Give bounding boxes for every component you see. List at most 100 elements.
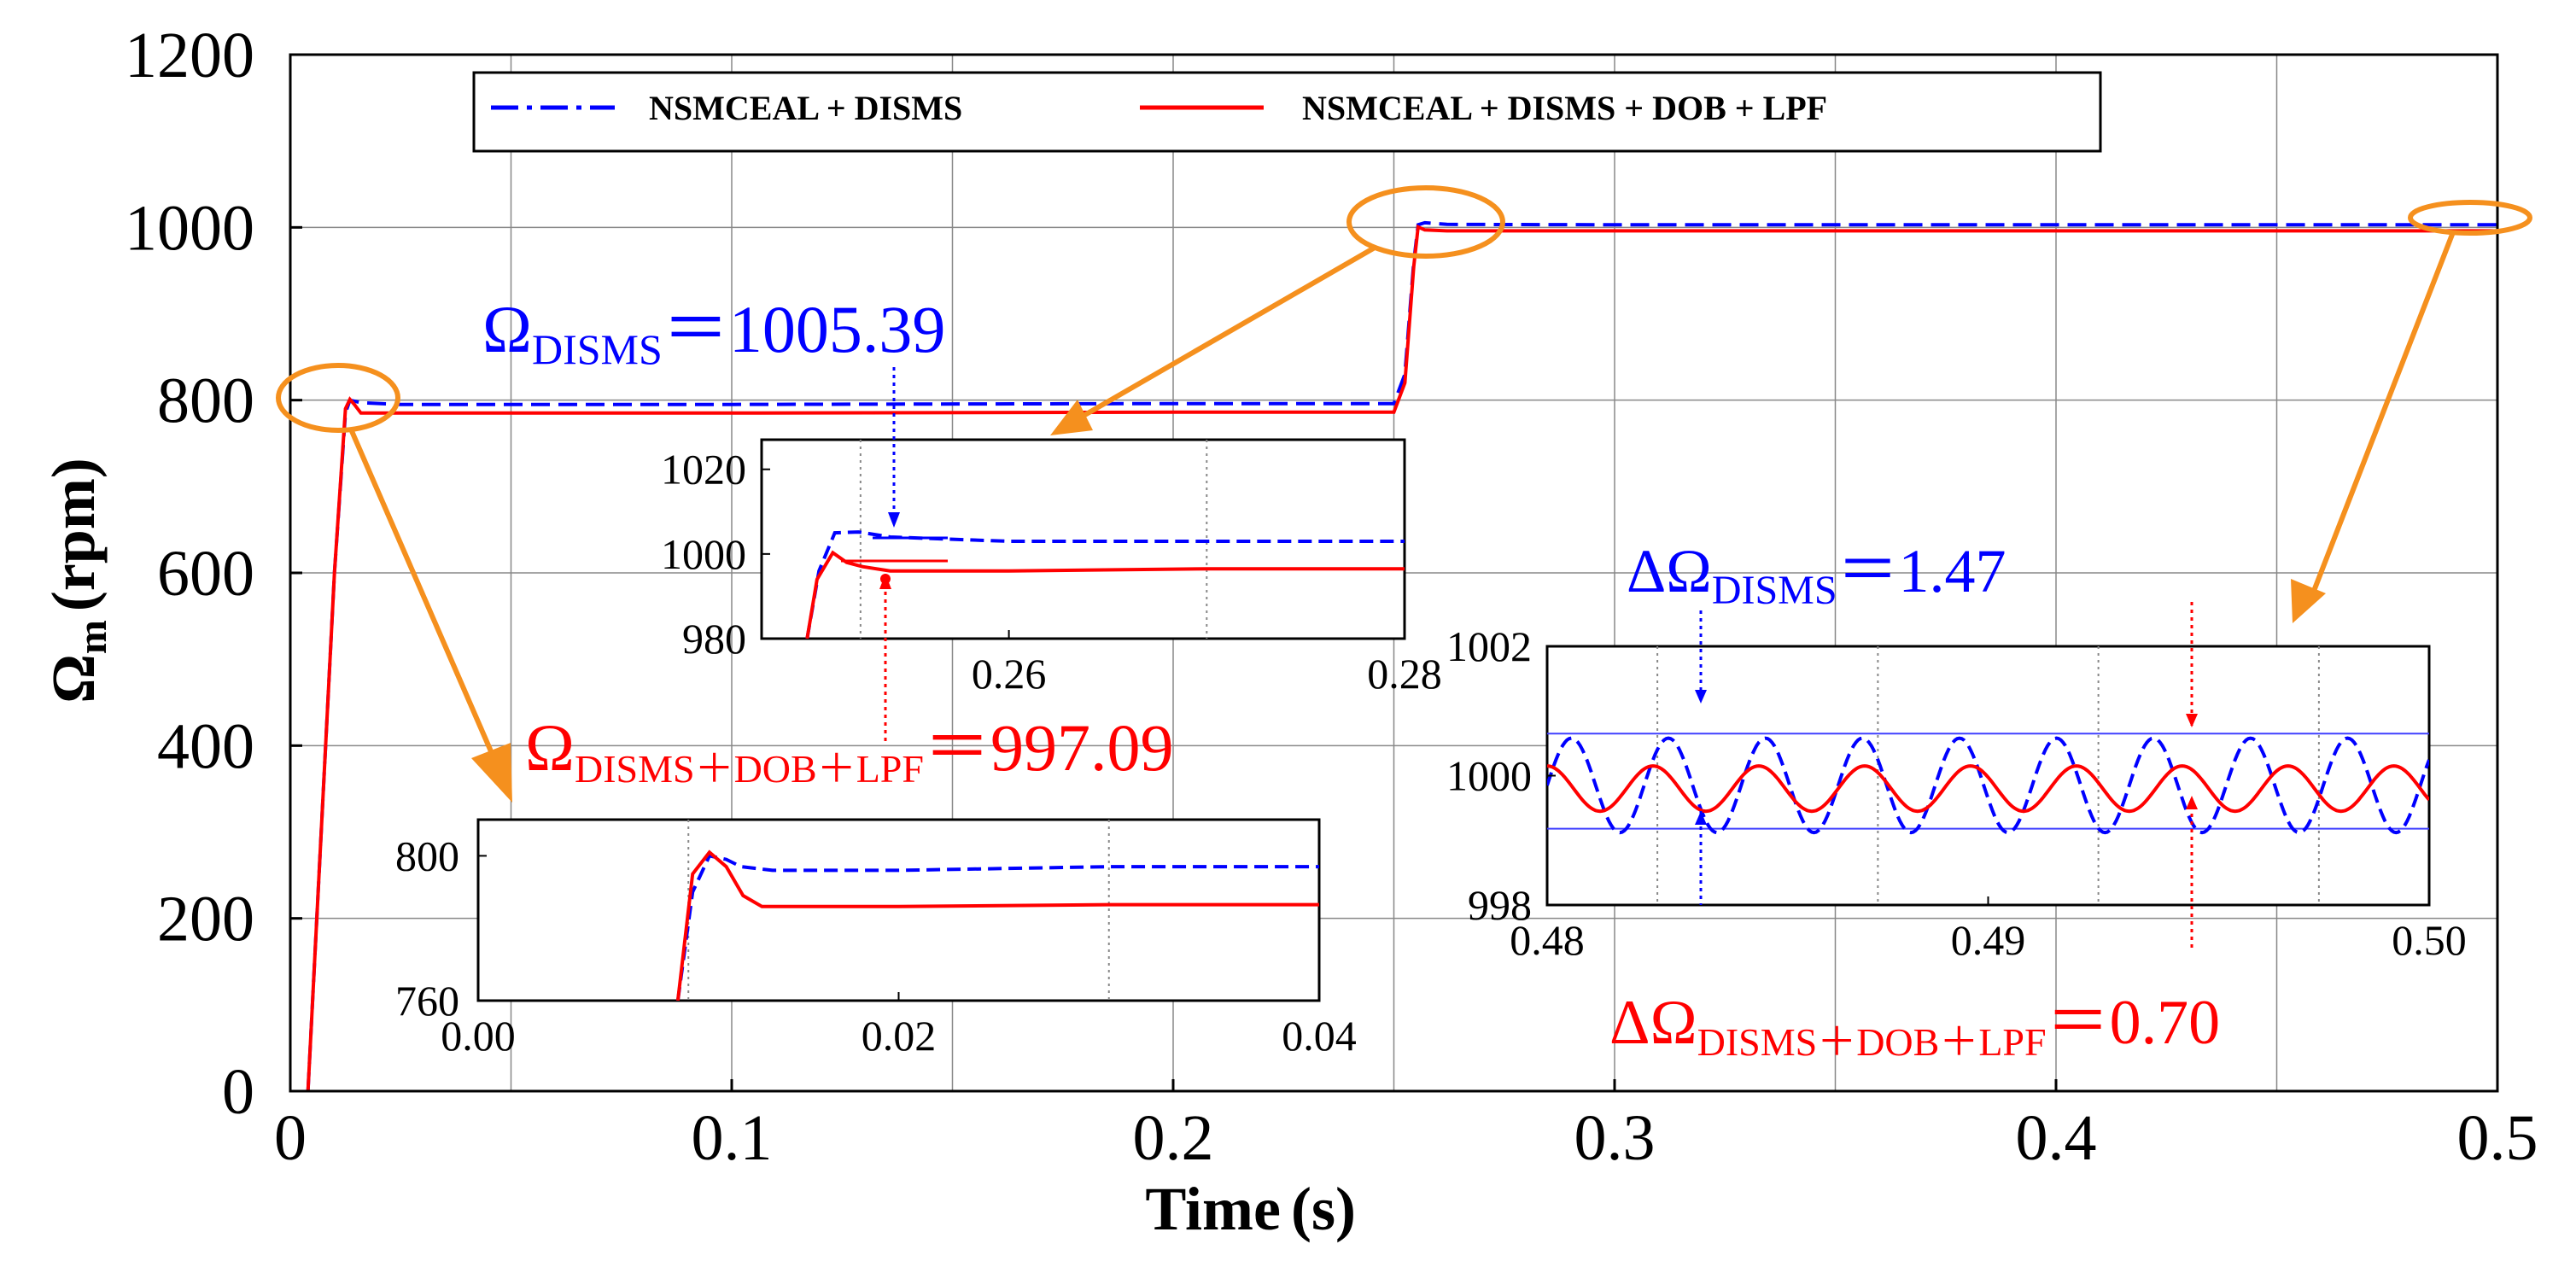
inset-y-tick-label: 1000 [661,530,746,578]
y-tick-label: 600 [157,538,254,610]
y-tick-label: 0 [222,1056,254,1128]
y-tick-label: 400 [157,710,254,782]
x-tick-label: 0 [274,1102,307,1174]
y-tick-label: 1200 [125,20,254,91]
y-axis-label: Ω [39,654,108,704]
marker-head-disms-ripple-top [1695,690,1707,704]
callout-arrowhead-steady [2291,579,2326,623]
inset-x-tick-label: 0.50 [2392,916,2467,964]
marker-head-dob-ripple-bottom [2186,796,2198,809]
inset-series-disms [805,530,1405,639]
annotation-disms-peak-eq: ＝ [663,292,729,366]
inset-x-tick-label: 0.02 [862,1012,937,1060]
svg-text:ΔΩDISMS＝1.47: ΔΩDISMS＝1.47 [1627,537,2006,613]
series-line-disms [306,220,2497,1092]
legend: NSMCEAL + DISMS NSMCEAL + DISMS + DOB + … [472,71,2102,153]
annotation-disms-ripple-sub: DISMS [1712,568,1837,613]
marker-head-dob-peak [879,574,891,589]
marker-head-dob-ripple-top [2186,714,2198,727]
annotation-marker-heads [879,512,2198,825]
annotation-dob-ripple-symbol: ΔΩ [1609,988,1697,1058]
inset-y-tick-label: 760 [395,977,459,1025]
callout-ellipse-steady [2408,200,2532,236]
inset-x-tick-label: 0.04 [1282,1012,1357,1060]
y-axis-unit: (rpm) [39,458,108,611]
annotation-disms-ripple-symbol: ΔΩ [1627,537,1712,605]
x-tick-label: 0.4 [2016,1102,2097,1174]
inset-frame [760,438,1406,640]
callout-ellipse-step [1346,185,1505,259]
annotation-disms-ripple: ΔΩDISMS＝1.47 [1627,537,2006,613]
inset-series-dob [1547,764,2429,814]
annotation-dob-peak-sub: DISMS＋DOB＋LPF [575,747,924,791]
inset-frame [476,818,1321,1002]
inset-y-tick-label: 1002 [1446,622,1532,670]
x-axis-unit: (s) [1291,1175,1356,1243]
inset-steady: 0.48 0.49 0.50 998 1000 1002 [1446,622,2467,964]
annotation-disms-peak-symbol: Ω [482,292,532,366]
annotation-disms-peak: ΩDISMS＝1005.39 [482,292,945,373]
legend-label-disms: NSMCEAL + DISMS [649,89,962,127]
x-tick-label: 0.3 [1574,1102,1656,1174]
y-tick-label: 800 [157,365,254,437]
svg-text:Ωm(rpm): Ωm (rpm) [39,458,115,704]
annotation-disms-ripple-eq: ＝ [1837,537,1899,605]
inset-startup: 0.00 0.02 0.04 760 800 [395,818,1357,1060]
annotation-markers [884,367,2193,952]
inset-x-tick-label: 0.49 [1951,916,2026,964]
x-axis-label: Time [1145,1175,1281,1243]
x-tick-label: 0.2 [1133,1102,1214,1174]
svg-text:ΩDISMS＝1005.39: ΩDISMS＝1005.39 [482,292,945,373]
marker-head-disms-ripple-bottom [1695,811,1707,825]
callout-arrow-step [1070,245,1376,425]
annotation-disms-peak-sub: DISMS [532,325,663,373]
annotation-dob-peak-eq: ＝ [924,710,990,785]
inset-y-tick-label: 998 [1468,881,1532,929]
annotation-disms-peak-value: 1005.39 [729,292,946,366]
inset-x-tick-label: 0.26 [972,650,1047,698]
inset-series-dob [805,550,1405,639]
inset-x-tick-label: 0.00 [441,1012,516,1060]
y-tick-label: 200 [157,884,254,955]
annotation-dob-peak-value: 997.09 [990,710,1174,785]
annotation-dob-ripple-eq: ＝ [2047,988,2110,1058]
annotation-dob-peak: ΩDISMS＋DOB＋LPF＝997.09 [525,710,1173,791]
y-axis-label-group: Ωm (rpm) [39,458,115,704]
legend-label-dob: NSMCEAL + DISMS + DOB + LPF [1302,89,1827,127]
inset-series [805,530,1405,639]
callout-ellipse-startup [276,363,400,433]
svg-text:ΔΩDISMS＋DOB＋LPF＝0.70: ΔΩDISMS＋DOB＋LPF＝0.70 [1609,988,2220,1064]
inset-series [675,850,1319,1001]
inset-y-tick-label: 800 [395,832,459,879]
inset-series [1547,736,2429,835]
inset-series-disms [1547,736,2429,835]
annotation-dob-ripple-value: 0.70 [2110,988,2221,1058]
x-tick-label: 0.5 [2457,1102,2538,1174]
y-tick-label: 1000 [125,192,254,264]
svg-text:ΩDISMS＋DOB＋LPF＝997.09: ΩDISMS＋DOB＋LPF＝997.09 [525,710,1173,791]
inset-y-tick-label: 1000 [1446,752,1532,800]
x-tick-label: 0.1 [692,1102,773,1174]
main-series [306,220,2497,1092]
inset-series-disms [675,854,1319,1001]
inset-y-tick-label: 1020 [661,446,746,493]
annotation-dob-ripple: ΔΩDISMS＋DOB＋LPF＝0.70 [1609,988,2220,1064]
main-grid [290,55,2497,1091]
inset-series-dob [675,850,1319,1001]
callout-arrow-startup [349,429,494,753]
annotation-disms-ripple-value: 1.47 [1899,537,2006,605]
inset-y-tick-label: 980 [682,615,746,663]
callout-arrowhead-startup [471,743,512,803]
y-axis-label-sub: m [70,620,115,654]
inset-x-tick-label: 0.48 [1510,916,1585,964]
inset-x-tick-label: 0.28 [1367,650,1442,698]
annotation-dob-ripple-sub: DISMS＋DOB＋LPF [1697,1020,2047,1064]
annotation-dob-peak-symbol: Ω [525,710,575,785]
callout-arrowhead-step [1050,400,1093,435]
callout-arrow-steady [2307,231,2456,604]
series-line-dob [306,224,2497,1092]
marker-head-disms-peak [888,512,900,528]
inset-step: 0.26 0.28 980 1000 1020 [661,438,1442,698]
